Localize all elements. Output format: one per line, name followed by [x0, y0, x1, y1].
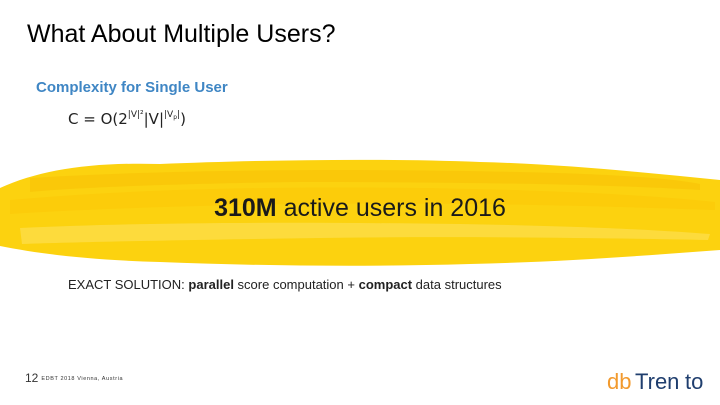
- logo-db: db: [607, 369, 631, 394]
- formula-base: |V|: [143, 110, 164, 128]
- solution-prefix: EXACT SOLUTION:: [68, 277, 189, 292]
- slide-title: What About Multiple Users?: [27, 20, 336, 48]
- subheading: Complexity for Single User: [36, 79, 228, 96]
- formula-exponent-1: |V|²: [127, 110, 144, 120]
- solution-compact: compact: [358, 277, 413, 292]
- page-number: 12: [25, 371, 39, 385]
- event-text: EDBT 2018 Vienna, Austria: [41, 376, 124, 382]
- solution-mid: score computation +: [233, 277, 359, 292]
- logo-tren: Tren: [635, 369, 679, 394]
- solution-parallel: parallel: [188, 277, 234, 292]
- complexity-formula: C = O(2|V|²|V||Vp|): [68, 110, 186, 128]
- exact-solution-text: EXACT SOLUTION: parallel score computati…: [68, 277, 502, 292]
- formula-lhs: C = O(2: [68, 110, 128, 128]
- formula-exponent-2: |Vp|: [164, 110, 181, 121]
- logo-to: to: [685, 369, 703, 394]
- yellow-brush-stroke: [0, 159, 720, 266]
- solution-suffix: data structures: [412, 277, 502, 292]
- footer: 12 EDBT 2018 Vienna, Austria: [25, 371, 123, 385]
- formula-close: ): [180, 110, 186, 128]
- user-count-value: 310M: [214, 194, 277, 222]
- dbtrento-logo: db Tren to: [607, 369, 703, 394]
- user-count-highlight: 310M active users in 2016: [0, 194, 720, 223]
- user-count-text: active users in 2016: [276, 194, 506, 222]
